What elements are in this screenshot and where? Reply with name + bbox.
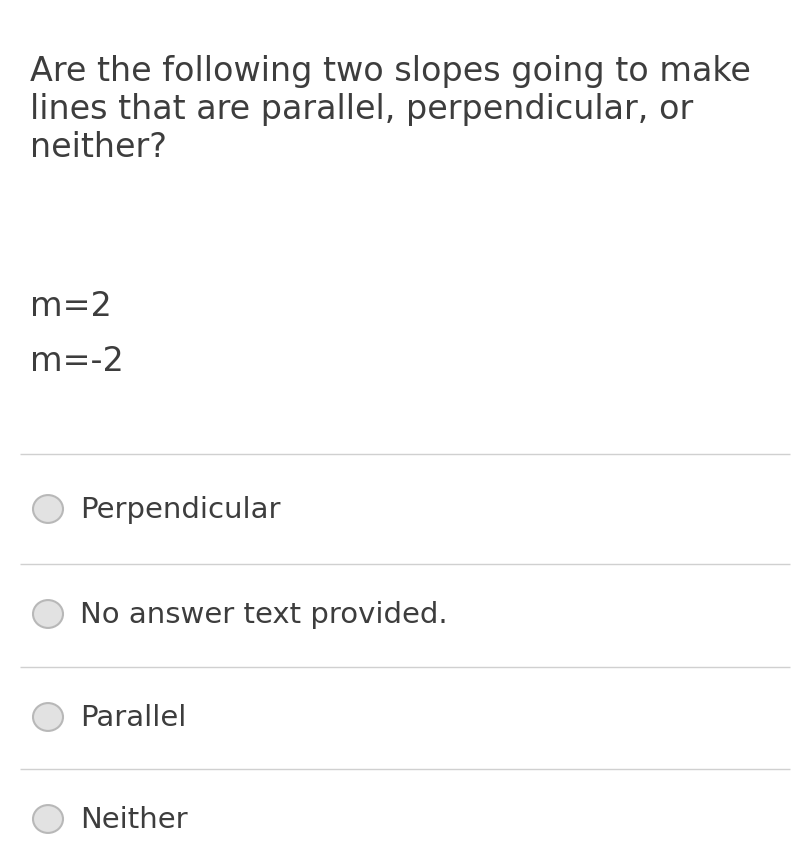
Ellipse shape [33, 495, 63, 523]
Ellipse shape [33, 600, 63, 629]
Ellipse shape [33, 805, 63, 833]
Text: m=-2: m=-2 [30, 344, 124, 378]
Text: Are the following two slopes going to make: Are the following two slopes going to ma… [30, 55, 751, 88]
Text: Neither: Neither [80, 805, 188, 833]
Text: No answer text provided.: No answer text provided. [80, 600, 448, 629]
Text: Perpendicular: Perpendicular [80, 495, 281, 523]
Text: m=2: m=2 [30, 289, 112, 323]
Text: Parallel: Parallel [80, 703, 186, 731]
Text: lines that are parallel, perpendicular, or: lines that are parallel, perpendicular, … [30, 93, 694, 126]
Text: neither?: neither? [30, 131, 167, 164]
Ellipse shape [33, 703, 63, 731]
